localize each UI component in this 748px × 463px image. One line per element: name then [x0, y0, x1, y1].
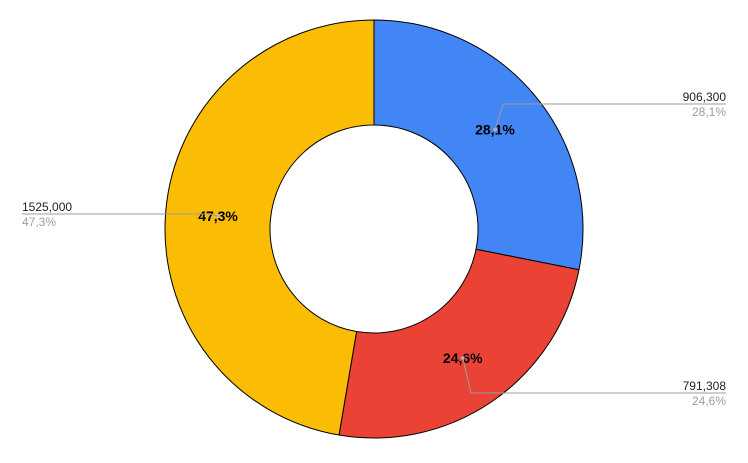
leader-line-0 [494, 103, 726, 130]
slice-external-percent-label-2: 47,3% [22, 215, 56, 229]
donut-slice-2 [164, 19, 375, 436]
slice-external-percent-label-0: 28,1% [692, 105, 726, 119]
donut-slice-0 [373, 19, 584, 271]
leader-line-1 [462, 357, 726, 394]
slice-value-label-2: 1525,000 [22, 200, 72, 214]
slice-value-label-1: 791,308 [683, 379, 727, 393]
donut-slice-1 [338, 248, 580, 439]
slice-external-percent-label-1: 24,6% [692, 394, 726, 408]
slice-value-label-0: 906,300 [683, 90, 727, 104]
slices-layer [164, 19, 584, 439]
labels-layer: 28,1%906,30028,1%24,6%791,30824,6%47,3%1… [22, 90, 726, 408]
leader-line-2 [22, 213, 218, 217]
